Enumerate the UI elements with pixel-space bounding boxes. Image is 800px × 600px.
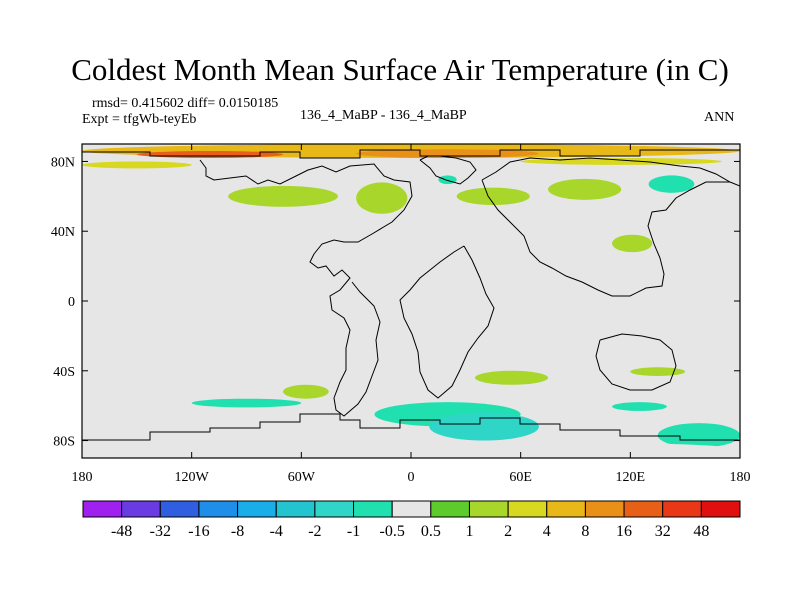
colorbar-label-9: 1 (465, 523, 473, 540)
anomaly-layer (82, 144, 740, 458)
colorbar-label-15: 48 (693, 523, 709, 540)
anomaly-region-18 (648, 175, 695, 193)
x-tick-label-5: 120E (616, 470, 646, 485)
anomaly-region-3 (82, 161, 192, 169)
colorbar-label-7: -0.5 (380, 523, 405, 540)
colorbar-box-0 (82, 500, 123, 518)
colorbar-box-13 (584, 500, 625, 518)
colorbar-label-8: 0.5 (421, 523, 441, 540)
stats-line: rmsd= 0.415602 diff= 0.0150185 (92, 96, 279, 111)
colorbar-box-7 (353, 500, 393, 518)
anomaly-region-8 (548, 178, 622, 200)
colorbar-label-11: 4 (543, 523, 551, 540)
colorbar-box-11 (507, 500, 548, 518)
x-tick-label-3: 0 (408, 470, 415, 485)
colorbar-label-12: 8 (581, 523, 589, 540)
colorbar-label-10: 2 (504, 523, 512, 540)
x-tick-label-2: 60W (288, 470, 316, 485)
colorbar-box-15 (662, 500, 702, 518)
colorbar-box-4 (237, 500, 277, 518)
colorbar-label-2: -16 (188, 523, 209, 540)
colorbar-box-2 (159, 500, 200, 518)
coastline-greenland (419, 155, 477, 185)
y-tick-label-3: 40S (53, 365, 75, 380)
coastlines (82, 149, 740, 441)
x-tick-label-0: 180 (72, 470, 93, 485)
coastline-africa (399, 245, 495, 399)
colorbar-box-3 (198, 500, 239, 518)
colorbar-label-3: -8 (231, 523, 244, 540)
y-tick-label-0: 80N (51, 155, 75, 170)
anomaly-region-6 (356, 182, 408, 214)
experiment-line: Expt = tfgWb-teyEb (82, 112, 197, 127)
colorbar-box-14 (623, 500, 664, 518)
colorbar-label-13: 16 (616, 523, 632, 540)
colorbar-box-9 (430, 500, 470, 518)
anomaly-region-17 (657, 423, 740, 448)
colorbar-box-1 (121, 500, 161, 518)
anomaly-region-13 (191, 398, 302, 408)
colorbar-label-5: -2 (308, 523, 321, 540)
colorbar-box-16 (700, 500, 741, 518)
coastline-australia (595, 333, 677, 391)
anomaly-region-15 (429, 412, 539, 441)
colorbar-box-8 (391, 500, 432, 518)
coastline-arctic (82, 149, 740, 159)
colorbar-box-10 (468, 500, 509, 518)
anomaly-region-12 (630, 367, 686, 377)
anomaly-region-16 (612, 402, 667, 411)
colorbar-label-4: -4 (270, 523, 283, 540)
coastline-eurasia (481, 157, 740, 297)
anomaly-region-11 (474, 370, 549, 385)
anomaly-region-5 (228, 185, 338, 207)
colorbar-box-12 (546, 500, 586, 518)
x-tick-label-4: 60E (509, 470, 532, 485)
colorbar-label-1: -32 (150, 523, 171, 540)
colorbar-box-5 (275, 500, 316, 518)
coastline-america (199, 159, 413, 417)
y-tick-label-4: 80S (53, 435, 75, 450)
coastline-antarctica (82, 413, 740, 441)
colorbar-label-0: -48 (111, 523, 132, 540)
anomaly-region-9 (612, 234, 653, 253)
anomaly-region-19 (438, 175, 457, 185)
colorbar: -48 -32 -16 -8 -4 -2 -1 -0.5 0.5 1 2 4 8 16 32 48 (82, 500, 741, 540)
season-label: ANN (704, 110, 735, 125)
anomaly-region-10 (283, 384, 329, 399)
colorbar-label-14: 32 (655, 523, 671, 540)
comparison-label: 136_4_MaBP - 136_4_MaBP (300, 108, 467, 123)
y-axis: 80N 40N 0 40S 80S (51, 155, 740, 450)
y-tick-label-1: 40N (51, 225, 75, 240)
x-tick-label-6: 180 (730, 470, 751, 485)
anomaly-region-20 (82, 440, 740, 458)
anomaly-region-7 (456, 187, 530, 206)
chart-title: Coldest Month Mean Surface Air Temperatu… (71, 52, 729, 87)
x-axis: 180 120W 60W 0 60E 120E 180 (72, 144, 751, 485)
x-tick-label-1: 120W (175, 470, 210, 485)
y-tick-label-2: 0 (68, 295, 75, 310)
colorbar-box-6 (314, 500, 355, 518)
colorbar-label-6: -1 (347, 523, 360, 540)
